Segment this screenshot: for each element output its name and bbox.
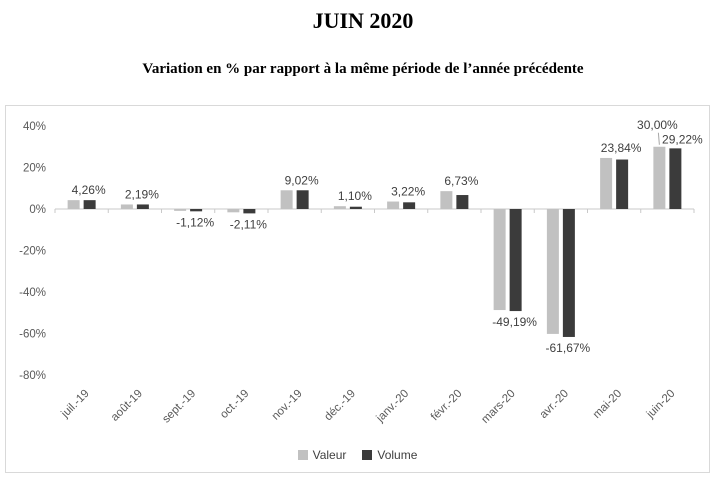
data-label: 9,02%	[285, 173, 319, 187]
chart-legend: Valeur Volume	[6, 448, 709, 462]
data-label: -49,19%	[492, 315, 537, 329]
bar-valeur-nov.-19	[280, 190, 293, 209]
bar-volume-janv.-20	[403, 202, 416, 209]
plot-area: 40% 20% 0% -20% -40% -60% -80% juil.-19 août-19 s…	[19, 118, 703, 426]
page-subtitle: Variation en % par rapport à la même pér…	[142, 61, 584, 77]
x-axis-label-mars-20: mars-20	[479, 388, 517, 426]
legend-label-volume: Volume	[377, 448, 418, 462]
volume-swatch-icon	[362, 450, 373, 460]
legend-label-valeur: Valeur	[312, 448, 347, 462]
x-axis-label-mai-20: mai-20	[591, 388, 624, 421]
x-axis-label-févr.-20: févr.-20	[429, 388, 465, 424]
bar-valeur-août-19	[120, 204, 133, 209]
data-label: 4,26%	[72, 183, 106, 197]
data-label: 2,19%	[125, 187, 159, 201]
x-axis-label-nov.-19: nov.-19	[270, 388, 305, 423]
x-axis-label-avr.-20: avr.-20	[538, 388, 571, 421]
bar-volume-févr.-20	[456, 195, 469, 209]
x-axis-label-oct.-19: oct.-19	[218, 388, 251, 421]
bar-valeur-sept.-19	[174, 209, 187, 211]
y-tick-label: -40%	[19, 287, 46, 299]
bar-volume-avr.-20	[562, 209, 575, 337]
bar-volume-mars-20	[509, 209, 522, 312]
data-label: 1,10%	[338, 189, 372, 203]
y-tick-label: 0%	[29, 204, 46, 216]
bar-volume-août-19	[136, 204, 149, 209]
x-axis-label-août-19: août-19	[109, 388, 145, 424]
data-label: -2,11%	[230, 217, 267, 231]
y-tick-label: -80%	[19, 370, 46, 382]
bar-volume-mai-20	[616, 159, 629, 209]
data-label: 6,73%	[444, 174, 478, 188]
valeur-swatch-icon	[297, 450, 308, 460]
data-label: 30,00%	[637, 118, 678, 132]
page-title: JUIN 2020	[312, 8, 414, 33]
x-axis-label-juil.-19: juil.-19	[59, 388, 92, 421]
bar-valeur-janv.-20	[387, 201, 400, 209]
bar-volume-déc.-19	[349, 206, 362, 209]
bar-chart-frame: 40% 20% 0% -20% -40% -60% -80% juil.-19 août-19 s…	[5, 105, 710, 473]
data-label: 23,84%	[601, 141, 642, 155]
legend-item-valeur: Valeur	[297, 448, 347, 462]
y-tick-label: 40%	[23, 121, 46, 133]
x-axis-label-sept.-19: sept.-19	[160, 388, 198, 426]
x-axis-label-janv.-20: janv.-20	[374, 388, 412, 426]
bar-volume-juin-20	[669, 148, 682, 209]
bar-volume-juil.-19	[83, 200, 96, 209]
y-tick-label: 20%	[23, 163, 46, 175]
data-label: -61,67%	[546, 341, 591, 355]
x-axis-label-juin-20: juin-20	[644, 388, 678, 422]
bar-valeur-févr.-20	[440, 191, 453, 209]
y-tick-label: -60%	[19, 329, 46, 341]
bar-valeur-juin-20	[653, 146, 666, 209]
data-label: -1,12%	[176, 215, 214, 229]
bar-volume-oct.-19	[243, 209, 256, 214]
y-tick-label: -20%	[19, 246, 46, 258]
legend-item-volume: Volume	[362, 448, 417, 462]
bar-valeur-oct.-19	[227, 209, 240, 213]
bar-valeur-déc.-19	[333, 206, 346, 209]
bar-valeur-juil.-19	[67, 200, 80, 209]
bar-valeur-mai-20	[600, 157, 613, 209]
bar-volume-nov.-19	[296, 190, 309, 209]
data-label: 3,22%	[391, 185, 425, 199]
data-label: 29,22%	[662, 132, 703, 146]
leader-line	[657, 132, 660, 145]
bar-volume-sept.-19	[190, 209, 203, 212]
bar-valeur-avr.-20	[546, 209, 559, 334]
bar-valeur-mars-20	[493, 209, 506, 311]
x-axis-label-déc.-19: déc.-19	[322, 388, 358, 424]
